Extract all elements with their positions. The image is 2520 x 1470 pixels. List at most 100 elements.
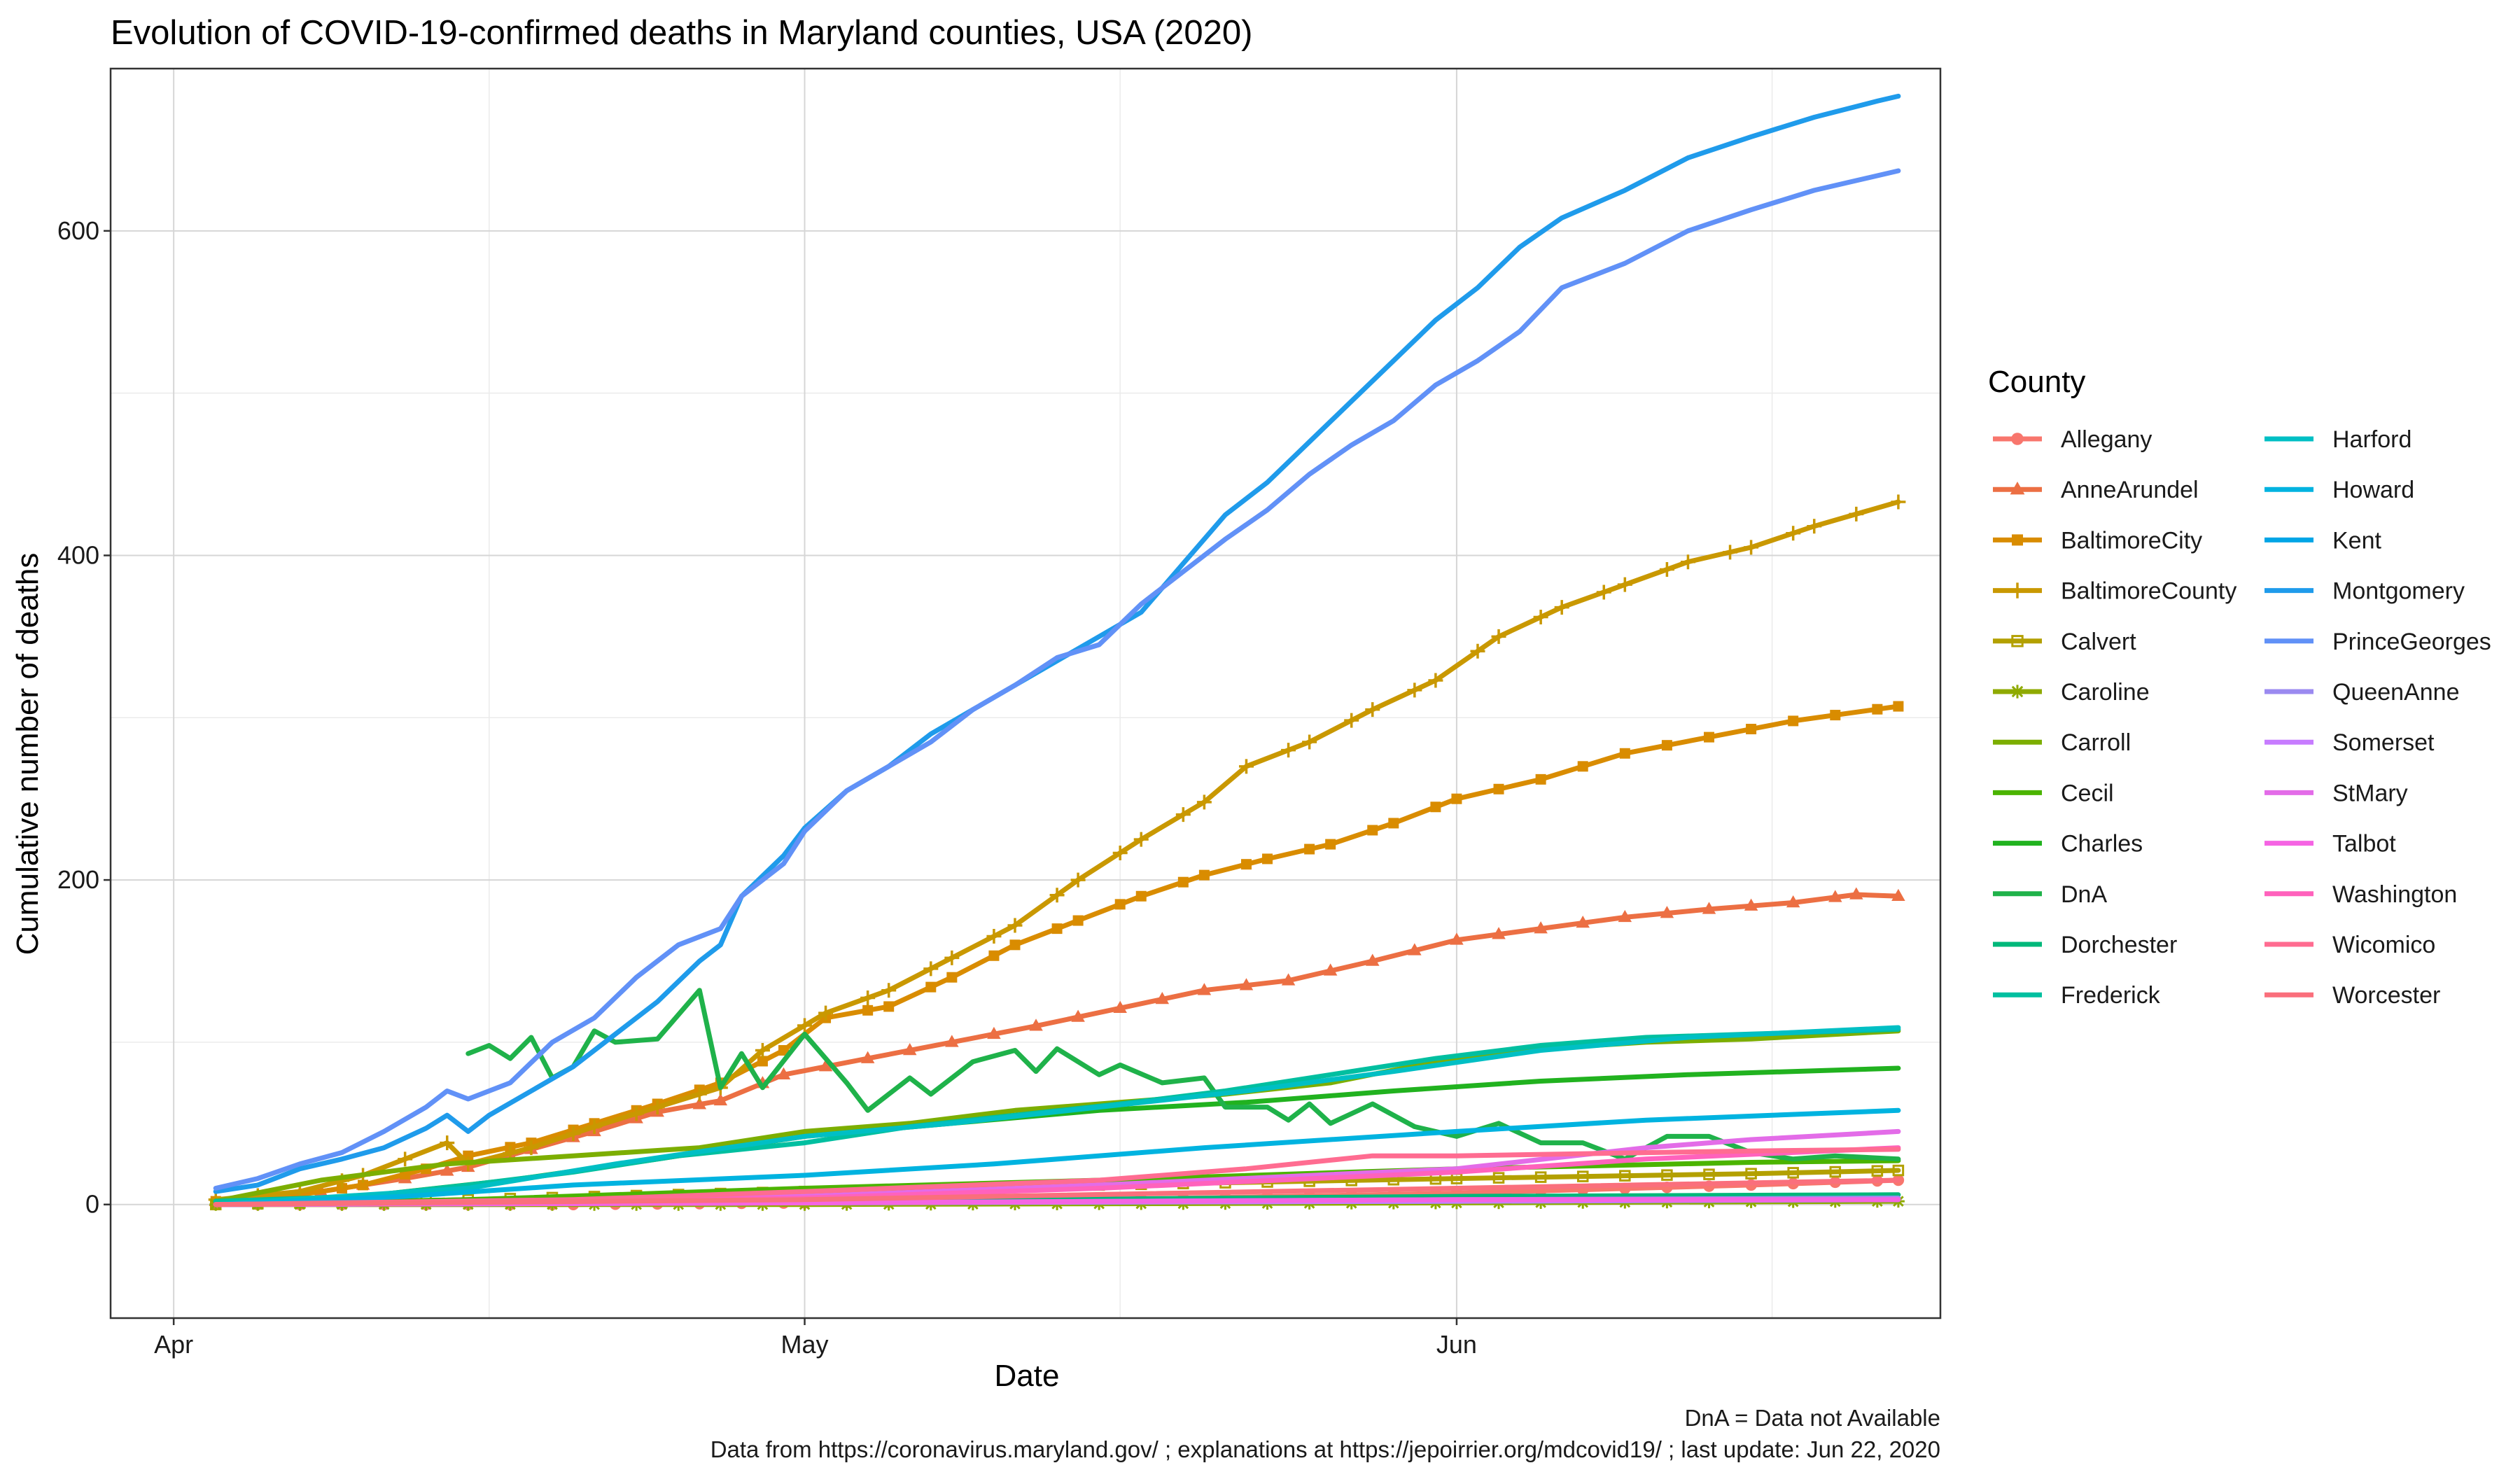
legend-label: Cecil <box>2061 780 2114 806</box>
data-point <box>1788 715 1799 727</box>
data-point <box>1891 888 1905 902</box>
legend-item-StMary: StMary <box>2264 780 2408 806</box>
data-point <box>1849 887 1863 899</box>
series-line <box>213 93 1901 1194</box>
data-point <box>1702 902 1716 914</box>
legend-label: Talbot <box>2332 831 2396 858</box>
legend-item-Cecil: Cecil <box>1993 780 2114 806</box>
data-point <box>776 1067 791 1080</box>
legend-label: Worcester <box>2332 982 2440 1009</box>
legend-label: Montgomery <box>2332 578 2465 605</box>
data-point <box>1007 918 1023 933</box>
legend-item-Montgomery: Montgomery <box>2264 578 2465 605</box>
data-point <box>1009 939 1021 951</box>
series-line <box>465 988 1901 1162</box>
legend-item-Charles: Charles <box>1993 831 2143 858</box>
legend-label: Harford <box>2332 426 2412 453</box>
legend: Allegany AnneArundel BaltimoreCity Baltimor… <box>1993 426 2491 1009</box>
data-point <box>2011 635 2024 648</box>
data-point <box>1302 734 1317 750</box>
data-point <box>587 1119 602 1134</box>
data-point <box>692 1097 707 1110</box>
legend-label: AnneArundel <box>2061 477 2199 503</box>
data-point <box>1430 802 1441 813</box>
legend-item-Harford: Harford <box>2264 426 2412 453</box>
data-point <box>1112 845 1128 860</box>
data-point <box>1428 673 1443 688</box>
data-point <box>1049 888 1065 903</box>
axes: 0 200 400 600 Apr May Jun <box>57 216 1477 1359</box>
legend-item-Howard: Howard <box>2264 477 2414 503</box>
data-point <box>988 950 1000 961</box>
data-point <box>946 972 958 983</box>
data-point <box>1891 494 1906 510</box>
series-line <box>213 168 1901 1191</box>
gridlines <box>111 69 1940 1318</box>
data-point <box>1133 832 1149 847</box>
legend-label: Somerset <box>2332 729 2435 756</box>
data-point <box>1723 545 1738 560</box>
series-line <box>213 1107 1901 1208</box>
data-point <box>1617 577 1632 592</box>
legend-item-Calvert: Calvert <box>1993 629 2136 655</box>
data-point <box>1661 1169 1673 1181</box>
data-point <box>2010 685 2024 699</box>
data-point <box>1051 923 1063 934</box>
data-point <box>1554 600 1569 615</box>
data-point <box>1871 1165 1884 1177</box>
data-point <box>1534 1171 1547 1183</box>
legend-label: Calvert <box>2061 629 2136 655</box>
data-point <box>629 1106 644 1121</box>
data-point <box>650 1100 665 1115</box>
data-point <box>1492 1172 1505 1184</box>
data-point <box>1344 713 1359 728</box>
data-point <box>1070 872 1086 888</box>
legend-item-BaltimoreCity: BaltimoreCity <box>1993 527 2202 554</box>
data-point <box>1238 759 1254 774</box>
data-point <box>1196 794 1212 810</box>
data-point <box>925 981 937 993</box>
data-point <box>755 1043 770 1058</box>
legend-item-Wicomico: Wicomico <box>2264 932 2435 958</box>
data-point <box>1493 783 1504 794</box>
legend-title: County <box>1988 365 2085 399</box>
data-point <box>1071 1009 1085 1022</box>
legend-item-Washington: Washington <box>2264 881 2457 908</box>
data-point <box>1281 743 1296 758</box>
data-point <box>337 1183 348 1194</box>
series-line <box>213 704 1901 1204</box>
data-point <box>1408 943 1422 955</box>
data-point <box>1451 793 1462 804</box>
legend-label: Caroline <box>2061 679 2150 706</box>
data-point <box>713 1093 728 1106</box>
data-point <box>1786 526 1801 541</box>
legend-item-QueenAnne: QueenAnne <box>2264 679 2460 706</box>
data-point <box>1239 978 1254 990</box>
data-point <box>2010 482 2025 495</box>
data-point <box>1470 643 1485 659</box>
legend-item-Worcester: Worcester <box>2264 982 2440 1009</box>
data-point <box>1388 818 1399 829</box>
legend-item-Carroll: Carroll <box>1993 729 2131 756</box>
data-point <box>862 1004 874 1016</box>
data-point <box>1366 953 1380 966</box>
y-tick-label: 0 <box>85 1190 99 1219</box>
data-point <box>1680 554 1695 570</box>
data-point <box>1323 963 1338 976</box>
data-point <box>1829 1166 1842 1178</box>
series-line <box>213 1177 1901 1208</box>
data-point <box>1703 1168 1715 1180</box>
data-point <box>1745 1168 1757 1180</box>
legend-label: Charles <box>2061 831 2143 858</box>
data-point <box>1744 898 1758 911</box>
data-point <box>1786 895 1800 908</box>
data-point <box>1849 506 1864 522</box>
data-point <box>524 1140 539 1156</box>
data-point <box>1262 853 1273 864</box>
legend-item-PrinceGeorges: PrinceGeorges <box>2264 629 2491 655</box>
data-point <box>1787 1167 1799 1179</box>
data-point <box>440 1163 454 1176</box>
legend-label: Dorchester <box>2061 932 2177 958</box>
legend-item-Allegany: Allegany <box>1993 426 2152 453</box>
data-point <box>2009 582 2026 598</box>
